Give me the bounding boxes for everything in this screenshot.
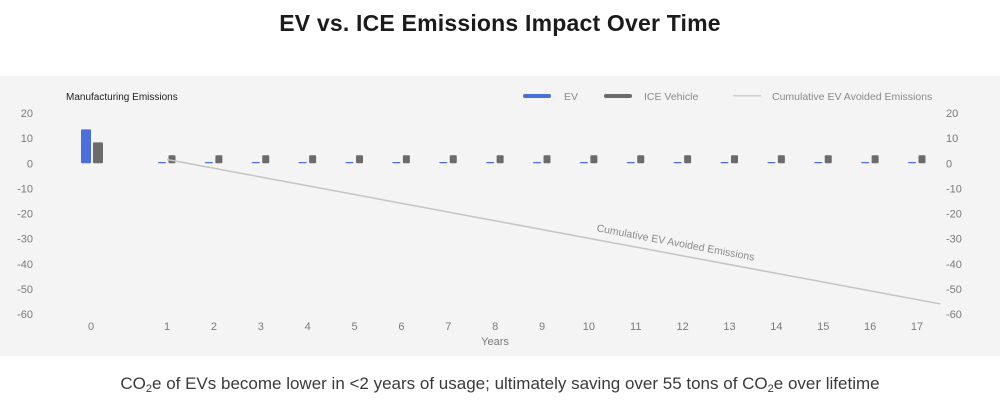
y-tick-left: -40 <box>17 259 33 271</box>
ice-bar <box>543 155 551 164</box>
legend-swatch-ice <box>604 94 632 98</box>
ev-bar <box>251 161 260 164</box>
y-tick-right: 0 <box>946 158 952 170</box>
y-tick-right: -10 <box>946 183 962 195</box>
manufacturing-emissions-label: Manufacturing Emissions <box>66 92 178 103</box>
ev-bar <box>298 161 307 164</box>
legend-label-ev: EV <box>564 91 578 103</box>
cumulative-line-group: Cumulative EV Avoided Emissions <box>166 158 941 305</box>
ice-bar <box>871 155 879 164</box>
x-tick: 17 <box>911 321 923 333</box>
legend-label-cumulative: Cumulative EV Avoided Emissions <box>772 91 932 103</box>
ice-bar <box>215 155 223 164</box>
bars <box>81 129 926 164</box>
cumulative-line-annotation: Cumulative EV Avoided Emissions <box>596 222 756 263</box>
caption-part-2: e of EVs become lower in <2 years of usa… <box>152 374 768 393</box>
ev-bar <box>81 129 91 164</box>
ev-bar <box>767 161 776 164</box>
ev-bar <box>626 161 635 164</box>
chart-caption: CO2e of EVs become lower in <2 years of … <box>0 374 1000 395</box>
x-tick: 6 <box>398 321 404 333</box>
x-tick: 5 <box>351 321 357 333</box>
caption-subscript-2: 2 <box>767 383 774 395</box>
ev-bar <box>486 161 495 164</box>
y-axis-left: 20 10 0 -10 -20 -30 -40 -50 -60 <box>17 108 33 321</box>
ice-bar <box>309 155 317 164</box>
x-tick: 4 <box>305 321 311 333</box>
ice-bar <box>402 155 410 164</box>
ev-bar <box>439 161 448 164</box>
ice-bar <box>590 155 598 164</box>
ev-bar <box>158 161 166 164</box>
y-tick-right: -40 <box>946 259 962 271</box>
x-tick: 13 <box>723 321 735 333</box>
ev-bar <box>814 161 823 164</box>
ice-bar <box>824 155 832 164</box>
y-tick-left: -60 <box>17 309 33 321</box>
x-tick: 7 <box>445 321 451 333</box>
y-tick-right: -20 <box>946 209 962 221</box>
y-tick-right: -30 <box>946 234 962 246</box>
ev-bar <box>392 161 401 164</box>
legend-label-ice: ICE Vehicle <box>644 91 698 103</box>
x-tick: 9 <box>539 321 545 333</box>
caption-part-3: e over lifetime <box>773 374 880 393</box>
x-tick: 12 <box>677 321 689 333</box>
ice-bar <box>731 155 738 164</box>
ev-bar <box>908 161 916 164</box>
ev-bar <box>579 161 588 164</box>
ev-bar <box>720 161 729 164</box>
y-tick-left: -50 <box>17 284 33 296</box>
caption-part-1: CO <box>120 374 146 393</box>
ice-bar <box>262 155 270 164</box>
ice-bar <box>93 142 103 164</box>
x-axis: 0 1 2 3 4 5 6 7 8 9 10 11 12 13 14 15 16 17 <box>88 321 923 333</box>
x-tick: 1 <box>164 321 170 333</box>
ice-bar <box>918 155 926 164</box>
ev-bar <box>673 161 682 164</box>
x-tick: 14 <box>770 321 782 333</box>
x-tick: 2 <box>211 321 217 333</box>
y-tick-left: -20 <box>17 209 33 221</box>
legend-swatch-ev <box>523 94 551 98</box>
ice-bar <box>449 155 457 164</box>
x-tick: 8 <box>492 321 498 333</box>
x-tick: 16 <box>864 321 876 333</box>
y-tick-right: 10 <box>946 133 958 145</box>
y-tick-right: 20 <box>946 108 958 120</box>
ice-bar <box>684 155 692 164</box>
y-tick-left: -10 <box>17 183 33 195</box>
y-tick-left: 0 <box>27 158 33 170</box>
x-tick: 0 <box>88 321 94 333</box>
y-tick-left: 20 <box>21 108 33 120</box>
y-tick-left: -30 <box>17 234 33 246</box>
ice-bar <box>637 155 645 164</box>
y-axis-right: 20 10 0 -10 -20 -30 -40 -50 -60 <box>946 108 962 321</box>
ice-bar <box>496 155 504 164</box>
x-tick: 11 <box>630 321 641 333</box>
legend-swatch-cumulative <box>733 95 761 97</box>
caption-subscript-1: 2 <box>145 383 153 395</box>
chart-panel <box>0 76 1000 356</box>
chart-title: EV vs. ICE Emissions Impact Over Time <box>279 10 721 36</box>
ev-bar <box>533 161 541 164</box>
ice-bar <box>777 155 785 164</box>
y-tick-right: -50 <box>946 284 962 296</box>
y-tick-right: -60 <box>946 309 962 321</box>
x-tick: 3 <box>258 321 264 333</box>
x-axis-label: Years <box>481 336 509 348</box>
legend: EV ICE Vehicle Cumulative EV Avoided Emi… <box>523 91 932 103</box>
ice-bar <box>356 155 363 164</box>
cumulative-avoided-emissions-line <box>166 158 941 305</box>
ev-bar <box>345 161 354 164</box>
x-tick: 10 <box>583 321 595 333</box>
ev-bar <box>861 161 870 164</box>
x-tick: 15 <box>817 321 829 333</box>
y-tick-left: 10 <box>21 133 33 145</box>
ev-bar <box>204 161 213 164</box>
